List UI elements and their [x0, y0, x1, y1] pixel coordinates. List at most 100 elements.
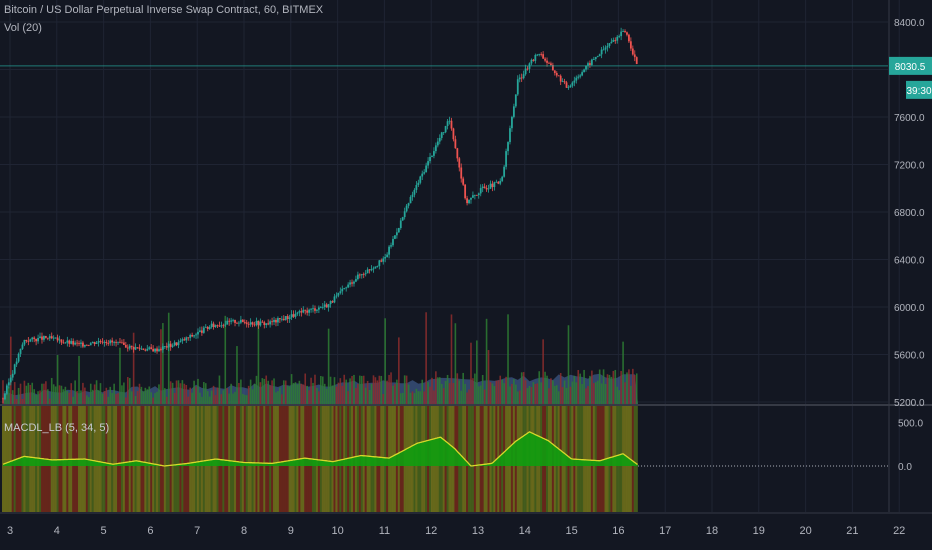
volume-bar	[228, 393, 230, 404]
candle-body	[101, 341, 104, 343]
volume-bar	[380, 375, 383, 404]
volume-bar	[304, 373, 307, 404]
candle-body	[536, 54, 539, 56]
indicator-legend[interactable]: MACDL_LB (5, 34, 5)	[4, 422, 110, 434]
volume-bar	[548, 388, 550, 404]
candle-body	[197, 331, 199, 335]
volume-bar	[111, 392, 113, 404]
oscillator-bar	[598, 406, 601, 512]
candle-body	[327, 304, 330, 308]
candle-body	[635, 57, 638, 64]
volume-bar	[316, 387, 318, 404]
volume-legend[interactable]: Vol (20)	[4, 22, 42, 34]
oscillator-bar	[475, 406, 478, 512]
oscillator-bar	[245, 406, 248, 512]
candle-body	[624, 31, 626, 33]
x-tick-label: 4	[54, 525, 60, 537]
candle-body	[569, 85, 572, 88]
volume-bar	[47, 389, 49, 404]
candle-body	[353, 281, 355, 284]
oscillator-bar	[234, 406, 237, 512]
oscillator-bar	[204, 406, 207, 512]
volume-bar	[35, 395, 37, 404]
volume-bar	[534, 383, 537, 404]
volume-bar	[614, 369, 617, 404]
price-tick-label: 6800.0	[894, 208, 925, 219]
candle-body	[202, 327, 205, 333]
candle-body	[366, 269, 369, 274]
volume-bar	[33, 389, 35, 404]
volume-bar	[598, 369, 601, 404]
volume-bar	[563, 380, 566, 404]
oscillator-bar	[586, 406, 590, 512]
volume-bar	[429, 386, 431, 404]
volume-bar	[210, 390, 213, 404]
candle-body	[21, 344, 24, 349]
symbol-title[interactable]: Bitcoin / US Dollar Perpetual Inverse Sw…	[4, 4, 324, 16]
candle-body	[364, 273, 367, 275]
oscillator-bar	[317, 406, 320, 512]
candle-body	[298, 311, 301, 313]
oscillator-bar	[148, 406, 151, 512]
volume-bar	[359, 375, 361, 404]
candle-body	[214, 325, 217, 328]
candle-body	[169, 343, 172, 347]
volume-bar	[123, 382, 125, 404]
candle-body	[304, 309, 307, 311]
oscillator-bar	[276, 406, 280, 512]
countdown-badge[interactable]	[906, 80, 932, 99]
volume-bar	[236, 346, 238, 404]
candle-body	[470, 197, 472, 200]
volume-bar	[107, 396, 110, 404]
oscillator-bar	[468, 406, 471, 512]
volume-bar	[587, 386, 589, 404]
volume-bar	[557, 391, 560, 404]
oscillator-bar	[269, 406, 272, 512]
candle-body	[208, 326, 211, 329]
candle-body	[115, 342, 117, 343]
oscillator-bar	[120, 406, 124, 512]
volume-bar	[591, 370, 593, 404]
candle-body	[273, 319, 275, 323]
candle-body	[122, 342, 125, 345]
candle-body	[245, 322, 248, 324]
volume-bar	[89, 383, 92, 404]
oscillator-bar	[489, 406, 492, 512]
price-tick-label: 5600.0	[894, 351, 925, 362]
volume-bar	[204, 383, 207, 404]
volume-bar	[181, 380, 184, 404]
candle-body	[243, 321, 246, 323]
candle-body	[626, 32, 628, 35]
volume-bar	[152, 397, 154, 404]
volume-bar	[238, 382, 240, 404]
candle-body	[384, 257, 387, 259]
volume-bar	[511, 383, 513, 404]
volume-bar	[357, 383, 359, 404]
volume-bar	[54, 386, 57, 404]
volume-bar	[600, 383, 603, 404]
oscillator-bar	[290, 406, 293, 512]
volume-bar	[386, 380, 388, 404]
oscillator-bar	[113, 406, 116, 512]
oscillator-bar	[13, 406, 16, 512]
volume-bar	[218, 375, 221, 404]
oscillator-bar	[337, 406, 340, 512]
candle-body	[551, 65, 554, 71]
candle-body	[191, 334, 194, 337]
candle-body	[407, 203, 410, 206]
candle-body	[397, 228, 400, 233]
oscillator-bar	[232, 406, 235, 512]
oscillator-bar	[274, 406, 278, 512]
x-tick-label: 3	[7, 525, 13, 537]
x-tick-label: 5	[101, 525, 107, 537]
oscillator-bar	[243, 406, 246, 512]
last-price-badge[interactable]	[889, 56, 932, 75]
volume-bar	[132, 332, 135, 404]
oscillator-bar	[491, 406, 494, 512]
oscillator-bar	[241, 406, 244, 512]
volume-bar	[468, 389, 470, 404]
volume-bar	[505, 376, 507, 404]
volume-bar	[565, 388, 568, 404]
volume-bar	[70, 383, 73, 404]
